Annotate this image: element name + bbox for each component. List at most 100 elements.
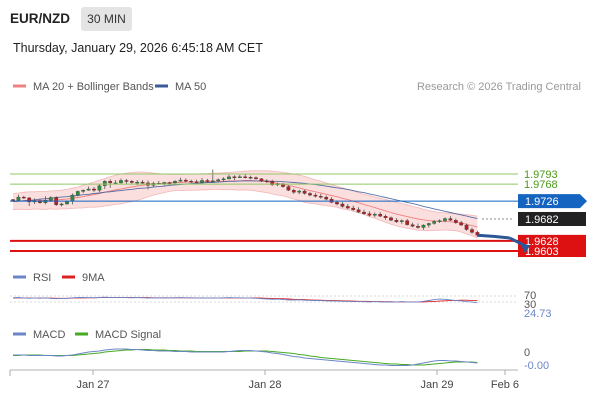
candle-body [243,176,248,178]
candle-body [48,197,53,201]
timestamp: Thursday, January 29, 2026 6:45:18 AM CE… [13,41,263,55]
pivot-tag [518,194,587,209]
candle-body [200,180,204,183]
resistance-label: 1.9768 [524,179,558,191]
candle-body [437,220,442,222]
candle-body [383,215,388,218]
target-label: 1.9603 [525,246,559,258]
legend-label: MA 50 [175,81,206,93]
candle-body [124,180,129,182]
rsi-current-label: 24.73 [524,308,552,320]
candle-body [119,180,123,184]
candle-body [362,211,366,214]
candle-body [464,224,469,230]
projection-arrowhead [520,243,530,254]
last-price-tag [518,211,586,226]
resistance-label: 1.9793 [524,169,558,181]
candle-body [205,180,210,182]
candle-body [75,191,80,196]
candle-body [162,182,167,184]
candle-body [108,181,113,184]
candle-body [389,217,393,221]
candle-body [443,218,447,221]
candle-body [167,182,172,184]
legend-swatch [155,84,168,88]
macd-zero-label: 0 [524,347,530,359]
candle-body [421,224,426,228]
candle-body [178,179,183,182]
x-axis-tick-label: Jan 29 [420,379,453,391]
candle-body [173,181,177,184]
symbol-label: EUR/NZD [10,11,70,26]
candle-body [21,196,26,199]
candle-body [340,203,345,207]
candle-body [324,196,329,200]
candle-body [426,223,431,226]
candle-body [286,186,291,191]
candle-body [86,188,91,191]
candle-body [356,209,361,213]
target-tag [518,245,586,257]
candle-body [189,181,194,183]
candle-body [313,194,318,197]
legend-swatch [13,275,26,279]
bollinger-lower-line [12,188,478,239]
legend-label: MA 20 + Bollinger Bands [33,81,154,93]
candle-body [335,202,339,205]
target-tag [518,234,586,247]
legend-label: RSI [33,272,51,284]
candle-body [372,213,377,216]
candle-body [432,221,437,224]
candle-body [11,199,15,201]
macd-current-label: -0.00 [524,360,549,372]
candle-body [318,196,323,198]
candle-body [264,180,269,183]
candle-body [92,188,96,191]
candle-body [254,177,258,180]
candle-body [210,180,215,183]
research-credit: Research © 2026 Trading Central [417,81,581,93]
candle-body [378,213,383,217]
candle-body [81,190,86,192]
candle-body [410,224,415,227]
macd-signal-line [13,349,478,366]
legend-swatch [62,275,75,279]
candle-body [16,196,21,201]
legend-label: MACD Signal [95,329,161,341]
rsi-level-label: 30 [524,299,536,311]
candle-body [399,220,404,222]
candle-body [97,185,102,191]
bollinger-upper-line [12,170,478,217]
candle-body [308,193,312,196]
candle-body [27,197,32,203]
timeframe-badge[interactable]: 30 MIN [81,7,132,31]
candle-body [227,176,231,180]
candle-body [237,176,242,178]
candle-body [291,190,296,193]
candle-body [270,181,275,186]
candle-body [351,207,356,210]
candle-body [405,220,410,225]
target-label: 1.9628 [525,236,559,248]
legend-swatch [13,84,26,88]
candle-body [345,206,350,209]
legend-label: MACD [33,329,65,341]
projection-path [477,233,510,240]
x-axis-tick-label: Jan 27 [76,379,109,391]
candle-body [140,181,145,184]
candle-body [459,222,464,226]
candle-body [135,181,140,184]
candle-body [297,190,302,193]
x-axis-tick-label: Feb 6 [491,379,519,391]
candle-body [232,176,237,178]
candle-body [259,178,264,182]
candle-body [367,213,372,216]
candle-body [302,190,307,194]
candle-body [59,203,64,206]
candle-body [448,218,453,221]
candle-body [248,177,253,179]
last-price-label: 1.9682 [525,214,559,226]
candle-body [470,229,474,233]
candle-body [102,181,107,186]
